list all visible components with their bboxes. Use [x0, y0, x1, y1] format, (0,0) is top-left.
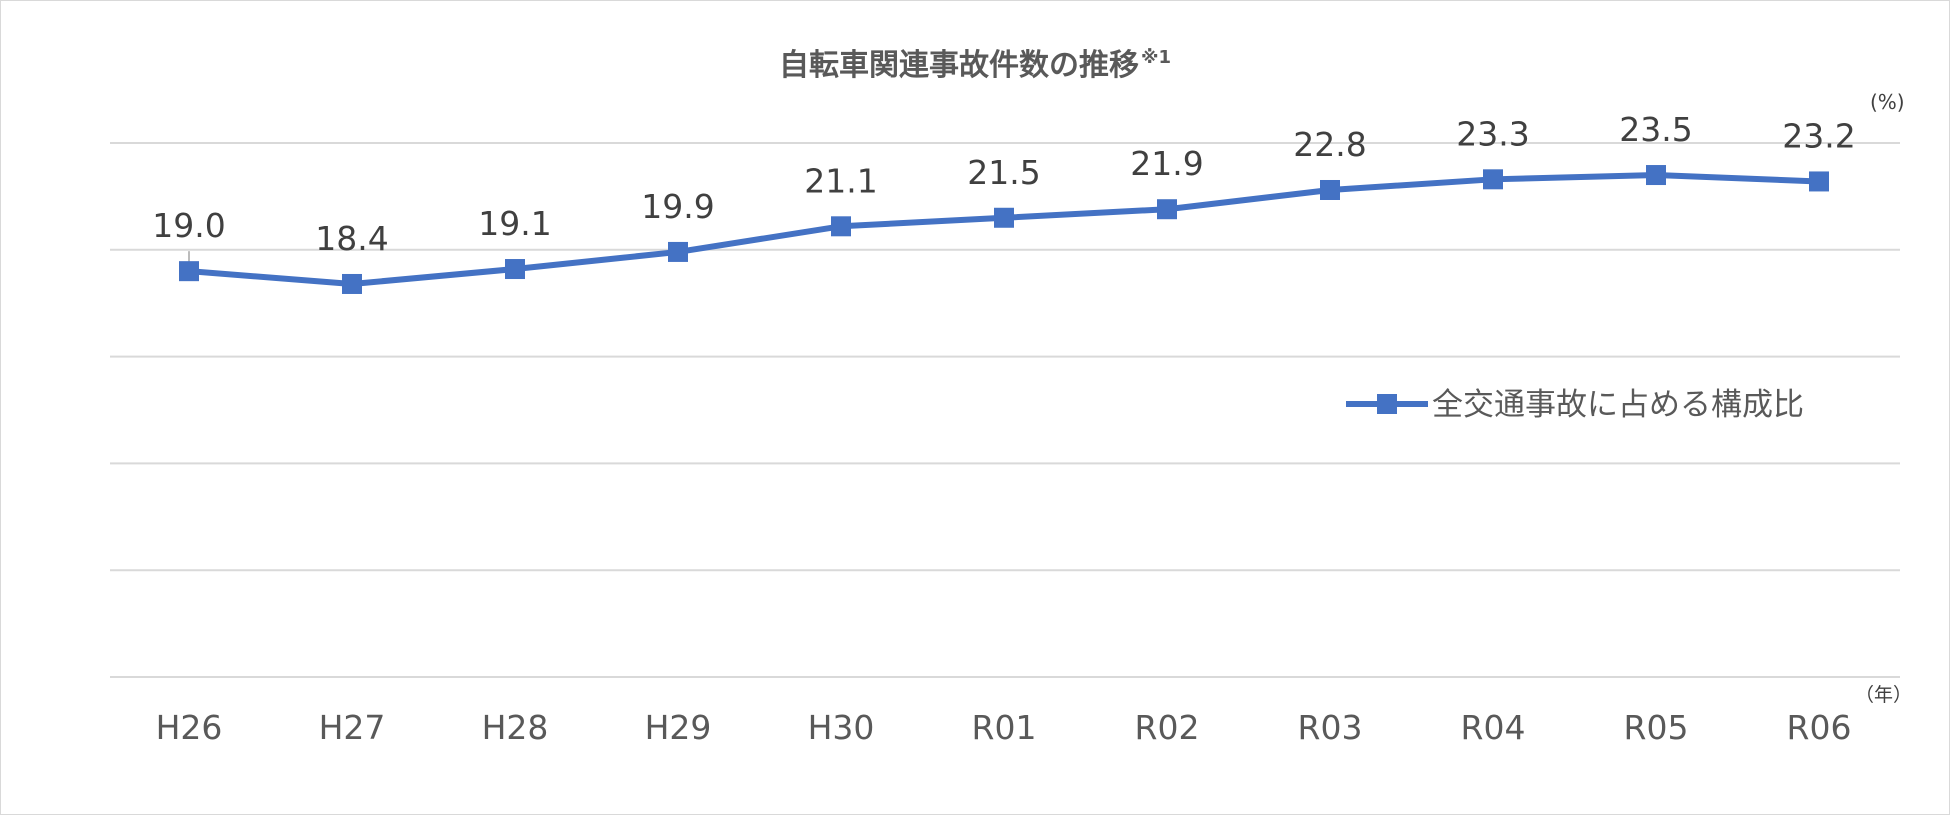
- data-label: 19.1: [478, 204, 551, 243]
- data-label: 21.1: [804, 161, 877, 200]
- data-label: 19.9: [641, 187, 714, 226]
- x-tick-label: R02: [1135, 708, 1200, 747]
- data-label: 23.5: [1619, 110, 1692, 149]
- data-label: 18.4: [315, 219, 388, 258]
- data-label: 22.8: [1293, 125, 1366, 164]
- data-point-marker: [179, 261, 199, 282]
- data-point-marker: [1157, 199, 1177, 220]
- x-tick-label: R03: [1298, 708, 1363, 747]
- legend-marker: [1377, 394, 1397, 414]
- chart-title: 自転車関連事故件数の推移 ※1: [0, 40, 1950, 84]
- data-label: 23.2: [1782, 116, 1855, 155]
- x-tick-label: H29: [645, 708, 712, 747]
- x-axis-unit-label: （年）: [1855, 684, 1913, 706]
- x-tick-label: R01: [972, 708, 1037, 747]
- data-label: 23.3: [1456, 114, 1529, 153]
- data-point-marker: [668, 241, 688, 262]
- x-tick-label: R06: [1787, 708, 1852, 747]
- data-point-marker: [342, 273, 362, 294]
- data-label: 21.9: [1130, 144, 1203, 183]
- x-tick-label: H26: [156, 708, 223, 747]
- x-tick-label: R04: [1461, 708, 1526, 747]
- y-axis-unit-label: (%): [1870, 90, 1905, 114]
- data-point-marker: [1483, 169, 1503, 190]
- data-label: 19.0: [152, 206, 225, 245]
- data-point-marker: [831, 216, 851, 237]
- x-tick-label: R05: [1624, 708, 1689, 747]
- x-tick-label: H27: [319, 708, 386, 747]
- data-point-marker: [994, 207, 1014, 228]
- legend-label: 全交通事故に占める構成比: [1432, 387, 1804, 423]
- data-point-marker: [1809, 171, 1829, 192]
- data-point-marker: [1320, 179, 1340, 200]
- data-point-marker: [505, 259, 525, 280]
- x-tick-label: H30: [808, 708, 875, 747]
- data-label: 21.5: [967, 153, 1040, 192]
- data-point-marker: [1646, 165, 1666, 186]
- chart-title-note: ※1: [1140, 47, 1172, 68]
- x-tick-label: H28: [482, 708, 549, 747]
- chart-title-text: 自転車関連事故件数の推移: [778, 48, 1139, 83]
